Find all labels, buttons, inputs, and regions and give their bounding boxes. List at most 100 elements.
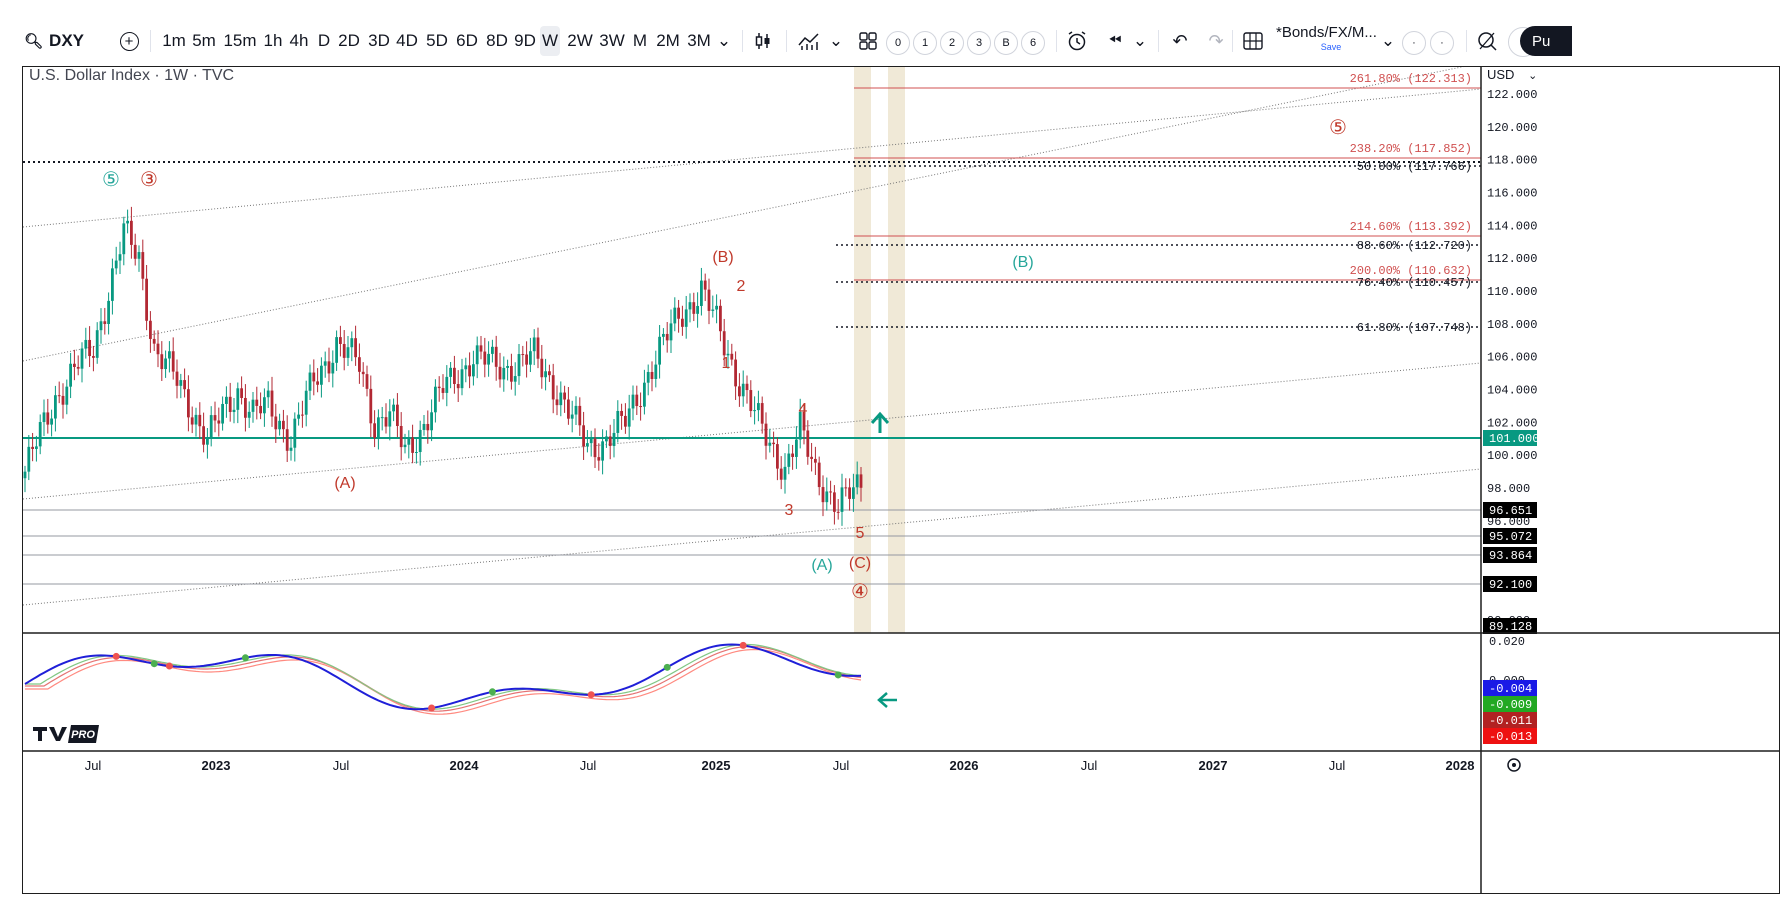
indicators-dropdown[interactable]: ⌄ — [828, 26, 844, 56]
interval-8D[interactable]: 8D — [486, 31, 508, 50]
time-tick: 2027 — [1199, 758, 1228, 773]
interval-4h[interactable]: 4h — [289, 31, 309, 50]
candle-body — [137, 252, 141, 259]
wave-label-w3: 3 — [785, 502, 794, 519]
candle — [354, 325, 357, 366]
interval-2M[interactable]: 2M — [656, 31, 680, 50]
candle — [563, 385, 566, 413]
candle-body — [836, 511, 840, 513]
redo-button[interactable]: ↷ — [1204, 26, 1228, 56]
candle — [559, 381, 563, 417]
interval-5m[interactable]: 5m — [192, 31, 216, 50]
candle-body — [631, 394, 635, 409]
candle-body — [304, 390, 308, 415]
candle-body — [635, 394, 639, 407]
candle — [130, 206, 133, 259]
candle — [99, 308, 103, 344]
candle-body — [168, 351, 171, 359]
candle-body — [327, 361, 331, 374]
interval-15m[interactable]: 15m — [223, 31, 257, 50]
replay-button[interactable]: ⏪︎ — [1102, 26, 1128, 56]
fib-label: 50.00% (117.766) — [1357, 160, 1472, 174]
candle — [183, 368, 186, 398]
candle-body — [570, 414, 574, 419]
candle — [586, 430, 589, 453]
interval-2W[interactable]: 2W — [567, 31, 593, 50]
candle — [255, 386, 259, 420]
interval-4D[interactable]: 4D — [396, 31, 418, 50]
candle-body — [730, 353, 734, 360]
dot-button[interactable]: · — [1430, 31, 1454, 55]
candle-body — [855, 474, 859, 488]
wave-label-red_A: (A) — [334, 475, 355, 492]
candle — [415, 438, 418, 464]
layout-count-B[interactable]: B — [994, 31, 1018, 55]
chart-pane[interactable]: U.S. Dollar Index · 1W · TVC USD ⌄ 261.8… — [22, 66, 1780, 894]
candle-body — [42, 412, 46, 423]
layout-count-3[interactable]: 3 — [967, 31, 991, 55]
candle-body — [483, 351, 487, 365]
interval-dropdown-button[interactable]: ⌄ — [714, 26, 734, 56]
layout-count-0[interactable]: 0 — [886, 31, 910, 55]
interval-9D[interactable]: 9D — [514, 31, 536, 50]
candle — [665, 321, 669, 353]
candle-body — [354, 338, 357, 358]
interval-6D[interactable]: 6D — [456, 31, 478, 50]
quick-search-button[interactable] — [1474, 26, 1500, 56]
candle-body — [396, 404, 399, 427]
candle-body — [559, 392, 563, 406]
candle — [779, 456, 783, 490]
layout-grid-button[interactable] — [1240, 26, 1266, 56]
time-tick: 2026 — [950, 758, 979, 773]
candle-body — [456, 384, 460, 389]
interval-1h[interactable]: 1h — [263, 31, 283, 50]
interval-D[interactable]: D — [317, 31, 331, 50]
interval-3D[interactable]: 3D — [368, 31, 390, 50]
interval-3M[interactable]: 3M — [687, 31, 711, 50]
candle-body — [517, 354, 521, 377]
candle — [540, 344, 544, 389]
add-symbol-button[interactable]: + — [116, 26, 142, 56]
interval-1m[interactable]: 1m — [162, 31, 186, 50]
replay-dropdown[interactable]: ⌄ — [1132, 26, 1148, 56]
interval-W[interactable]: W — [540, 26, 560, 56]
candle-body — [772, 442, 775, 445]
candle — [745, 375, 749, 404]
interval-3W[interactable]: 3W — [599, 31, 625, 50]
layout-count-6[interactable]: 6 — [1021, 31, 1045, 55]
dot-button[interactable]: · — [1402, 31, 1426, 55]
settings-icon — [1478, 32, 1497, 51]
fib-label: 88.60% (112.720) — [1357, 239, 1472, 253]
candle-body — [126, 220, 129, 224]
chart-canvas[interactable]: 261.80% (122.313) 238.20% (117.852) 50.00%… — [23, 67, 1779, 893]
candle-body — [612, 432, 616, 446]
layout-dropdown[interactable]: ⌄ — [1380, 26, 1396, 56]
undo-button[interactable]: ↶ — [1168, 26, 1192, 56]
price-tick: 102.000 — [1487, 416, 1537, 430]
time-tick: Jul — [580, 758, 597, 773]
chart-title: U.S. Dollar Index · 1W · TVC — [29, 67, 235, 84]
osc-cross-dot — [241, 654, 249, 662]
layout-count-2[interactable]: 2 — [940, 31, 964, 55]
indicators-button[interactable] — [796, 26, 822, 56]
alert-icon — [1068, 31, 1086, 51]
candle-body — [726, 353, 730, 356]
layout-count-1[interactable]: 1 — [913, 31, 937, 55]
alert-button[interactable] — [1064, 26, 1090, 56]
candle-body — [833, 492, 836, 512]
layout-name-button[interactable]: *Bonds/FX/M... Save — [1276, 24, 1386, 60]
interval-5D[interactable]: 5D — [426, 31, 448, 50]
chart-type-button[interactable] — [750, 26, 776, 56]
candle-body — [175, 371, 179, 386]
price-badge-label: 101.000 — [1489, 432, 1539, 446]
interval-2D[interactable]: 2D — [338, 31, 360, 50]
currency-selector[interactable]: USD ⌄ — [1487, 67, 1537, 82]
publish-button[interactable]: Pu — [1520, 26, 1572, 56]
candle — [342, 330, 346, 371]
candle — [764, 412, 768, 460]
candle — [536, 327, 540, 369]
layouts-button[interactable] — [856, 26, 880, 56]
candle — [791, 444, 794, 470]
symbol-search-button[interactable]: 🔍︎ DXY — [24, 26, 84, 56]
interval-M[interactable]: M — [632, 31, 648, 50]
